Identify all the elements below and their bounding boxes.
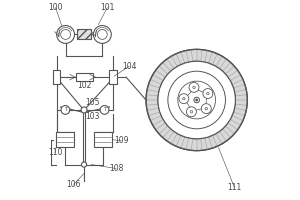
Circle shape (196, 99, 198, 101)
Circle shape (57, 26, 74, 43)
Circle shape (203, 89, 213, 99)
Text: 105: 105 (85, 98, 100, 107)
Circle shape (193, 86, 195, 89)
Bar (94, 132, 112, 147)
Bar (110, 70, 117, 84)
Bar (56, 132, 74, 147)
Bar (77, 29, 91, 39)
Text: 101: 101 (100, 3, 115, 12)
Text: 103: 103 (85, 112, 100, 121)
Text: 100: 100 (48, 3, 63, 12)
Text: 111: 111 (227, 183, 242, 192)
Circle shape (201, 104, 211, 114)
Circle shape (82, 162, 87, 167)
Wedge shape (146, 49, 247, 151)
Text: 106: 106 (66, 180, 81, 189)
Text: 108: 108 (109, 164, 123, 173)
Text: 109: 109 (114, 136, 128, 145)
Text: 104: 104 (122, 62, 136, 71)
Circle shape (179, 94, 189, 104)
Text: T: T (64, 107, 67, 112)
Text: 102: 102 (77, 81, 91, 90)
Text: T: T (103, 107, 106, 112)
Circle shape (81, 107, 87, 113)
Circle shape (205, 107, 208, 110)
Circle shape (61, 30, 70, 39)
Circle shape (207, 92, 209, 95)
Circle shape (61, 106, 70, 114)
Circle shape (93, 26, 111, 43)
Circle shape (183, 97, 185, 100)
Circle shape (187, 107, 196, 117)
Circle shape (100, 106, 109, 114)
Circle shape (190, 111, 193, 113)
Circle shape (158, 61, 236, 139)
Circle shape (194, 97, 200, 103)
Circle shape (189, 82, 199, 92)
Bar (53, 70, 60, 84)
Bar (76, 73, 92, 81)
Circle shape (98, 30, 107, 39)
Text: 110: 110 (48, 148, 62, 157)
